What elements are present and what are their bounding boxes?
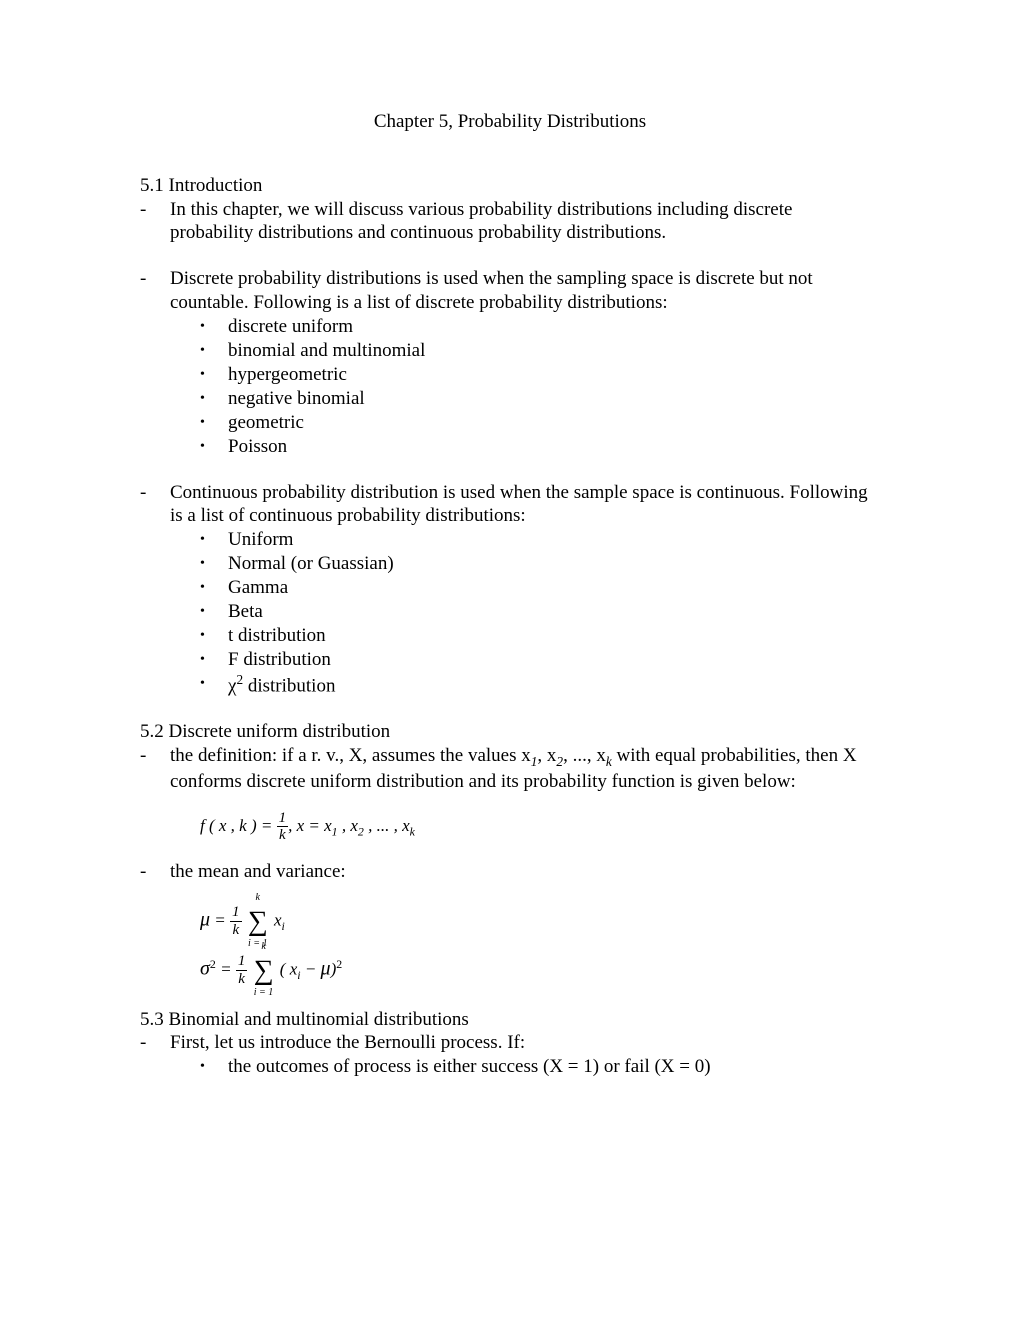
bullet-marker: • [200, 576, 228, 600]
dash-item: - Discrete probability distributions is … [140, 267, 880, 459]
paragraph-block: First, let us introduce the Bernoulli pr… [170, 1031, 880, 1079]
dash-marker: - [140, 860, 170, 884]
bullet-marker: • [200, 339, 228, 363]
section-heading: 5.3 Binomial and multinomial distributio… [140, 1008, 880, 1032]
dash-item: - Continuous probability distribution is… [140, 481, 880, 699]
bullet-marker: • [200, 1055, 228, 1079]
chapter-title: Chapter 5, Probability Distributions [140, 110, 880, 134]
paragraph: First, let us introduce the Bernoulli pr… [170, 1031, 880, 1055]
dash-item: - In this chapter, we will discuss vario… [140, 198, 880, 246]
bullet-marker: • [200, 648, 228, 672]
dash-marker: - [140, 198, 170, 246]
bullet-marker: • [200, 624, 228, 648]
bullet-list: •Uniform •Normal (or Guassian) •Gamma •B… [170, 528, 880, 698]
summation-icon: k∑i = 1 [248, 904, 268, 939]
paragraph: Continuous probability distribution is u… [170, 481, 880, 529]
paragraph: the mean and variance: [170, 860, 880, 884]
dash-item: - the mean and variance: [140, 860, 880, 884]
dash-marker: - [140, 1031, 170, 1079]
bullet-marker: • [200, 387, 228, 411]
list-item: F distribution [228, 648, 880, 672]
list-item: Beta [228, 600, 880, 624]
dash-item: - the definition: if a r. v., X, assumes… [140, 744, 880, 794]
bullet-marker: • [200, 528, 228, 552]
bullet-marker: • [200, 600, 228, 624]
paragraph-block: Continuous probability distribution is u… [170, 481, 880, 699]
formula-mean-variance: μ = 1k k∑i = 1 xi σ2 = 1k k∑i = 1 ( xi −… [140, 904, 880, 988]
dash-item: - First, let us introduce the Bernoulli … [140, 1031, 880, 1079]
section-5-2: 5.2 Discrete uniform distribution - the … [140, 720, 880, 988]
list-item: negative binomial [228, 387, 880, 411]
list-item: geometric [228, 411, 880, 435]
list-item: Gamma [228, 576, 880, 600]
paragraph: In this chapter, we will discuss various… [170, 198, 880, 246]
list-item: discrete uniform [228, 315, 880, 339]
list-item: Normal (or Guassian) [228, 552, 880, 576]
bullet-marker: • [200, 315, 228, 339]
paragraph: Discrete probability distributions is us… [170, 267, 880, 315]
bullet-list: •the outcomes of process is either succe… [170, 1055, 880, 1079]
list-item: the outcomes of process is either succes… [228, 1055, 880, 1079]
formula-pmf: f ( x , k ) = 1k, x = x1 , x2 , ... , xk [140, 810, 880, 844]
document-page: Chapter 5, Probability Distributions 5.1… [0, 0, 1020, 1139]
bullet-marker: • [200, 363, 228, 387]
paragraph: the definition: if a r. v., X, assumes t… [170, 744, 880, 794]
bullet-list: •discrete uniform •binomial and multinom… [170, 315, 880, 459]
list-item: t distribution [228, 624, 880, 648]
bullet-marker: • [200, 435, 228, 459]
dash-marker: - [140, 744, 170, 794]
dash-marker: - [140, 267, 170, 459]
summation-icon: k∑i = 1 [254, 953, 274, 988]
list-item: Poisson [228, 435, 880, 459]
list-item: χ2 distribution [228, 672, 880, 698]
list-item: hypergeometric [228, 363, 880, 387]
list-item: binomial and multinomial [228, 339, 880, 363]
list-item: Uniform [228, 528, 880, 552]
formula-variance: σ2 = 1k k∑i = 1 ( xi − μ)2 [200, 953, 880, 988]
paragraph-block: Discrete probability distributions is us… [170, 267, 880, 459]
section-5-3: 5.3 Binomial and multinomial distributio… [140, 1008, 880, 1080]
dash-marker: - [140, 481, 170, 699]
bullet-marker: • [200, 672, 228, 698]
section-5-1: 5.1 Introduction - In this chapter, we w… [140, 174, 880, 698]
section-heading: 5.2 Discrete uniform distribution [140, 720, 880, 744]
section-heading: 5.1 Introduction [140, 174, 880, 198]
formula-mean: μ = 1k k∑i = 1 xi [200, 904, 880, 939]
bullet-marker: • [200, 552, 228, 576]
bullet-marker: • [200, 411, 228, 435]
